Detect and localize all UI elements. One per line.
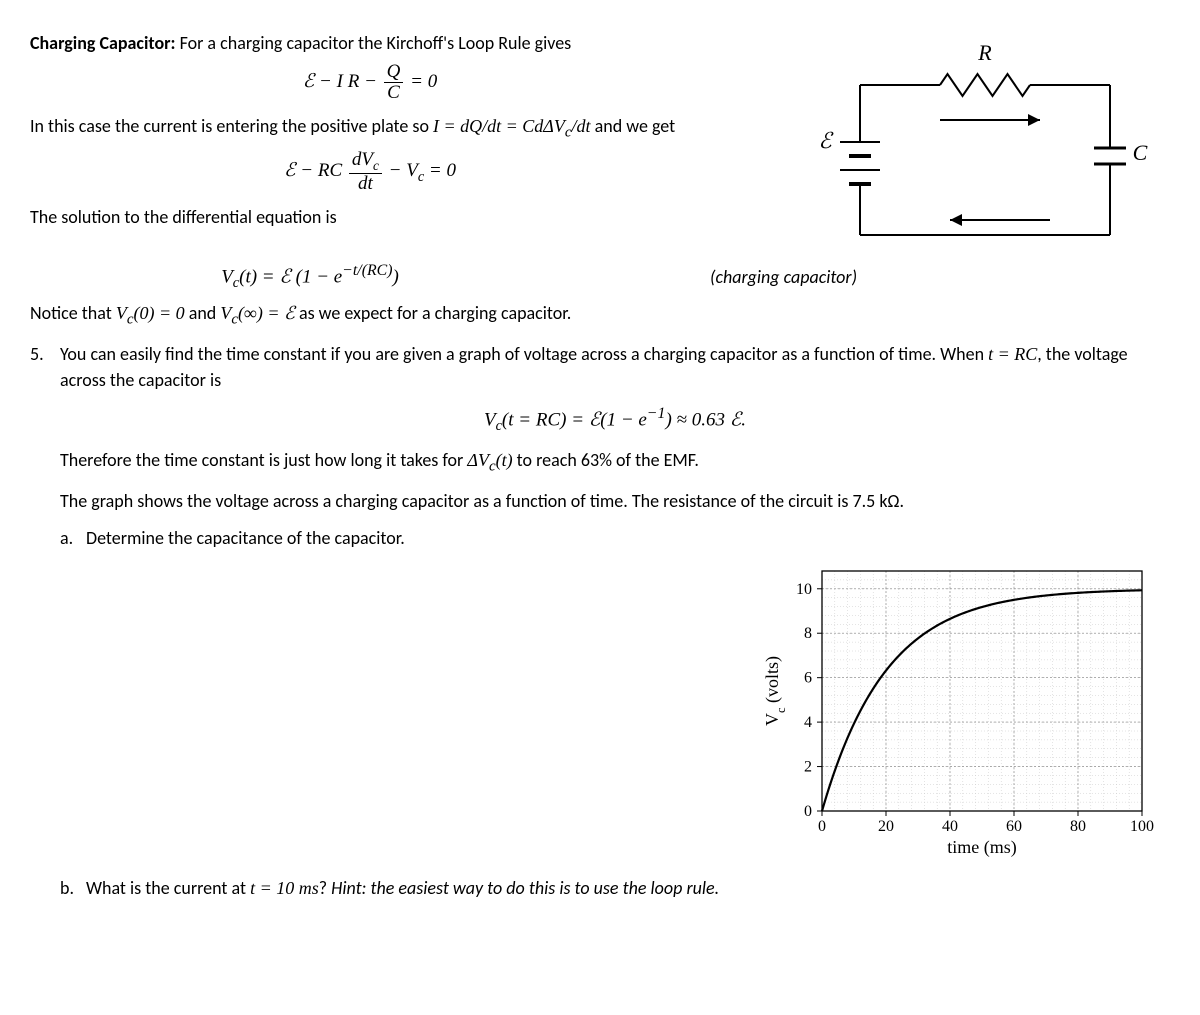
para7-text: The graph shows the voltage across a cha… bbox=[60, 490, 904, 512]
para6-eq: ΔVc(t) bbox=[467, 450, 512, 470]
para2-a: In this case the current is entering the… bbox=[30, 115, 433, 137]
para2-eq: I = dQ/dt = CdΔVc/dt bbox=[433, 116, 591, 136]
eq2: ℰ − RC dVcdt − Vc = 0 bbox=[0, 150, 790, 194]
q5-body: You can easily find the time constant if… bbox=[60, 341, 1170, 393]
para4-a: Notice that bbox=[30, 302, 116, 324]
svg-text:20: 20 bbox=[878, 818, 894, 835]
heading: Charging Capacitor: bbox=[30, 32, 176, 54]
eq3: Vc(t) = ℰ (1 − e−t/(RC)) bbox=[30, 260, 590, 294]
q5-a: You can easily find the time constant if… bbox=[60, 343, 988, 365]
eq3-label: (charging capacitor) bbox=[590, 264, 1170, 290]
qb-tb: ? bbox=[319, 877, 331, 899]
svg-text:time (ms): time (ms) bbox=[947, 837, 1017, 858]
qb-text: What is the current at t = 10 ms? Hint: … bbox=[86, 875, 806, 901]
svg-text:6: 6 bbox=[804, 669, 812, 686]
qa-num: a. bbox=[60, 525, 86, 551]
svg-text:0: 0 bbox=[818, 818, 826, 835]
para2: In this case the current is entering the… bbox=[30, 113, 790, 144]
svg-text:Vc (volts): Vc (volts) bbox=[762, 656, 788, 726]
qb-hint: Hint: the easiest way to do this is to u… bbox=[331, 877, 719, 899]
svg-text:R: R bbox=[977, 40, 992, 65]
svg-text:C: C bbox=[1133, 140, 1148, 165]
para4: Notice that Vc(0) = 0 and Vc(∞) = ℰ as w… bbox=[30, 300, 1170, 331]
svg-text:4: 4 bbox=[804, 714, 812, 731]
qb-num: b. bbox=[60, 875, 86, 901]
svg-text:ℰ: ℰ bbox=[818, 128, 834, 153]
para6-a: Therefore the time constant is just how … bbox=[60, 449, 467, 471]
para4-b: as we expect for a charging capacitor. bbox=[295, 302, 571, 324]
svg-text:100: 100 bbox=[1130, 818, 1154, 835]
eq4: Vc(t = RC) = ℰ(1 − e−1) ≈ 0.63 ℰ. bbox=[60, 403, 1170, 437]
q5-eqinline: t = RC bbox=[988, 344, 1037, 364]
heading-para: Charging Capacitor: For a charging capac… bbox=[30, 30, 790, 56]
para6-b: to reach 63% of the EMF. bbox=[513, 449, 699, 471]
para4-eq2: Vc(∞) = ℰ bbox=[220, 303, 295, 323]
svg-text:8: 8 bbox=[804, 625, 812, 642]
para3: The solution to the differential equatio… bbox=[30, 204, 790, 230]
svg-text:2: 2 bbox=[804, 758, 812, 775]
svg-text:10: 10 bbox=[796, 580, 812, 597]
para4-mid: and bbox=[185, 302, 221, 324]
heading-after: For a charging capacitor the Kirchoff's … bbox=[176, 32, 572, 54]
qb-ta: What is the current at bbox=[86, 877, 250, 899]
svg-text:40: 40 bbox=[942, 818, 958, 835]
eq1: ℰ − I R − QC = 0 bbox=[0, 62, 790, 103]
svg-text:0: 0 bbox=[804, 803, 812, 820]
svg-text:60: 60 bbox=[1006, 818, 1022, 835]
qa-text: Determine the capacitance of the capacit… bbox=[86, 525, 1170, 551]
para7: The graph shows the voltage across a cha… bbox=[60, 488, 1170, 514]
para4-eq1: Vc(0) = 0 bbox=[116, 303, 185, 323]
para2-b: and we get bbox=[591, 115, 676, 137]
para6: Therefore the time constant is just how … bbox=[60, 447, 1170, 478]
circuit-diagram: R ℰ C bbox=[810, 30, 1150, 260]
svg-text:80: 80 bbox=[1070, 818, 1086, 835]
q5-num: 5. bbox=[30, 341, 60, 901]
voltage-chart: 0 20 40 60 80 100 0 2 4 6 8 10 time (ms) Vc (volts) bbox=[760, 559, 1170, 869]
qb-eq: t = 10 ms bbox=[250, 878, 319, 898]
